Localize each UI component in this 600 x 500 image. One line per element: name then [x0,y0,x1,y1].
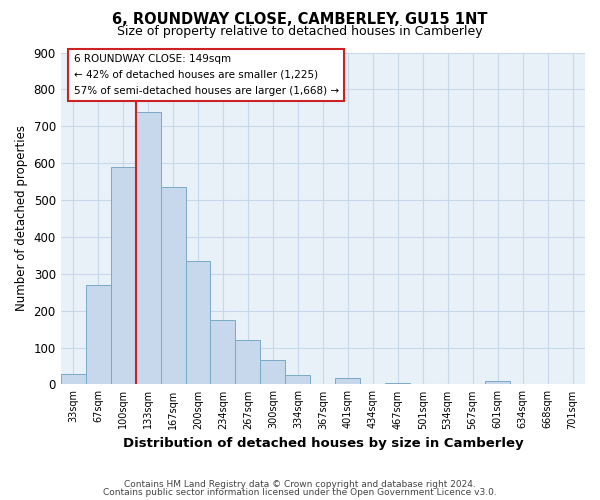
Bar [136,112,161,384]
Text: Contains HM Land Registry data © Crown copyright and database right 2024.: Contains HM Land Registry data © Crown c… [124,480,476,489]
Bar [385,382,410,384]
X-axis label: Distribution of detached houses by size in Camberley: Distribution of detached houses by size … [122,437,523,450]
Y-axis label: Number of detached properties: Number of detached properties [15,126,28,312]
Bar [161,187,185,384]
Bar [335,378,360,384]
Bar [110,167,136,384]
Text: 6, ROUNDWAY CLOSE, CAMBERLEY, GU15 1NT: 6, ROUNDWAY CLOSE, CAMBERLEY, GU15 1NT [112,12,488,28]
Bar [185,261,211,384]
Bar [235,340,260,384]
Bar [485,382,510,384]
Text: 6 ROUNDWAY CLOSE: 149sqm
← 42% of detached houses are smaller (1,225)
57% of sem: 6 ROUNDWAY CLOSE: 149sqm ← 42% of detach… [74,54,339,96]
Text: Size of property relative to detached houses in Camberley: Size of property relative to detached ho… [117,25,483,38]
Bar [286,375,310,384]
Text: Contains public sector information licensed under the Open Government Licence v3: Contains public sector information licen… [103,488,497,497]
Bar [211,320,235,384]
Bar [61,374,86,384]
Bar [86,285,110,384]
Bar [260,360,286,384]
